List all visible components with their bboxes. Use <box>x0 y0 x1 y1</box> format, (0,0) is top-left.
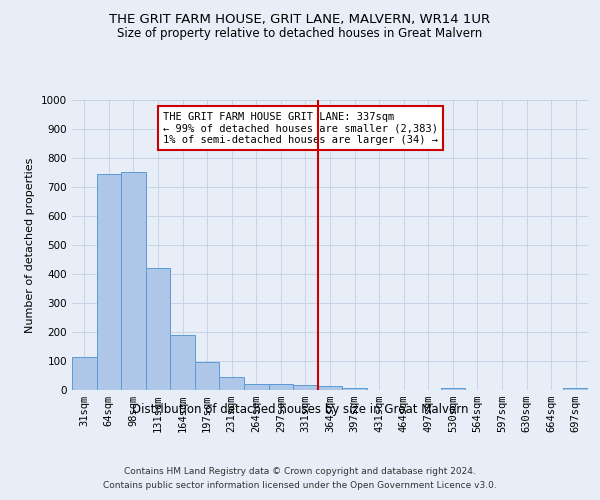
Bar <box>121 172 146 390</box>
Bar <box>195 362 220 390</box>
Bar <box>244 384 269 390</box>
Bar <box>97 174 121 390</box>
Y-axis label: Number of detached properties: Number of detached properties <box>25 158 35 332</box>
Bar <box>220 377 244 390</box>
Bar <box>72 357 97 390</box>
Bar <box>146 268 170 390</box>
Text: THE GRIT FARM HOUSE GRIT LANE: 337sqm
← 99% of detached houses are smaller (2,38: THE GRIT FARM HOUSE GRIT LANE: 337sqm ← … <box>163 112 438 145</box>
Bar <box>318 386 342 390</box>
Text: Size of property relative to detached houses in Great Malvern: Size of property relative to detached ho… <box>118 28 482 40</box>
Text: Contains public sector information licensed under the Open Government Licence v3: Contains public sector information licen… <box>103 481 497 490</box>
Bar <box>563 388 588 390</box>
Bar <box>440 388 465 390</box>
Text: Contains HM Land Registry data © Crown copyright and database right 2024.: Contains HM Land Registry data © Crown c… <box>124 468 476 476</box>
Bar <box>170 335 195 390</box>
Bar <box>342 388 367 390</box>
Text: THE GRIT FARM HOUSE, GRIT LANE, MALVERN, WR14 1UR: THE GRIT FARM HOUSE, GRIT LANE, MALVERN,… <box>109 12 491 26</box>
Text: Distribution of detached houses by size in Great Malvern: Distribution of detached houses by size … <box>132 402 468 415</box>
Bar <box>293 386 318 390</box>
Bar <box>269 384 293 390</box>
